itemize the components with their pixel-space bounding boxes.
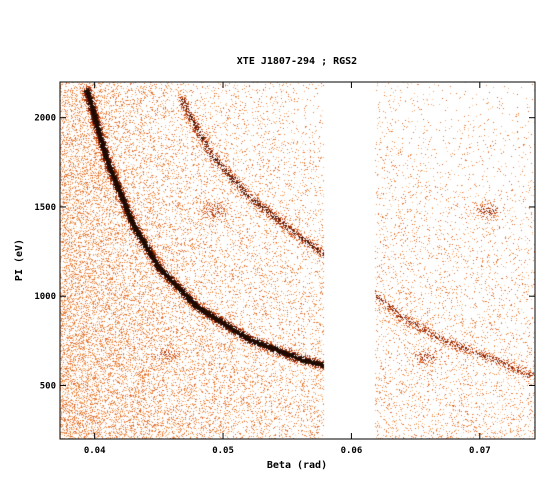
plot-area xyxy=(59,81,536,440)
x-tick-label: 0.05 xyxy=(212,446,234,456)
x-tick-label: 0.07 xyxy=(469,446,491,456)
x-tick-label: 0.06 xyxy=(341,446,363,456)
y-tick-label: 1000 xyxy=(34,292,56,302)
y-axis: 500 1000 1500 2000 xyxy=(34,114,535,391)
heatmap-pixels xyxy=(60,82,535,439)
y-axis-label: PI (eV) xyxy=(14,239,25,281)
y-tick-label: 2000 xyxy=(34,114,56,124)
chart-title: XTE J1807-294 ; RGS2 xyxy=(237,56,357,67)
plot-frame xyxy=(59,81,536,440)
x-axis-label: Beta (rad) xyxy=(267,460,327,471)
y-tick-label: 1500 xyxy=(34,203,56,213)
x-axis: 0.04 0.05 0.06 0.07 xyxy=(84,82,491,456)
y-tick-label: 500 xyxy=(40,381,56,391)
heatmap-image xyxy=(60,82,535,439)
x-tick-label: 0.04 xyxy=(84,446,106,456)
